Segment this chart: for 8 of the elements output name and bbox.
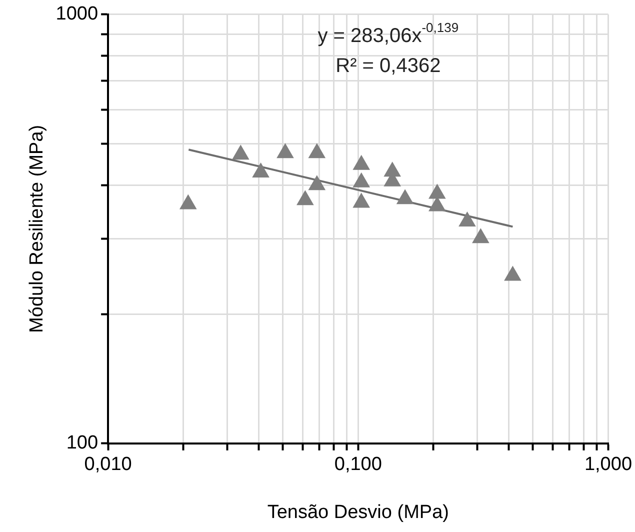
- x-tick-label: 0,010: [84, 454, 132, 476]
- x-axis-title: Tensão Desvio (MPa): [267, 502, 449, 523]
- y-tick-label: 1000: [56, 4, 98, 25]
- y-tick-label: 100: [66, 432, 98, 454]
- x-tick-label: 1,000: [584, 454, 632, 476]
- x-tick-label: 0,100: [334, 454, 382, 476]
- annotation: R² = 0,4362: [336, 54, 441, 77]
- y-axis-title: Módulo Resiliente (MPa): [26, 124, 48, 333]
